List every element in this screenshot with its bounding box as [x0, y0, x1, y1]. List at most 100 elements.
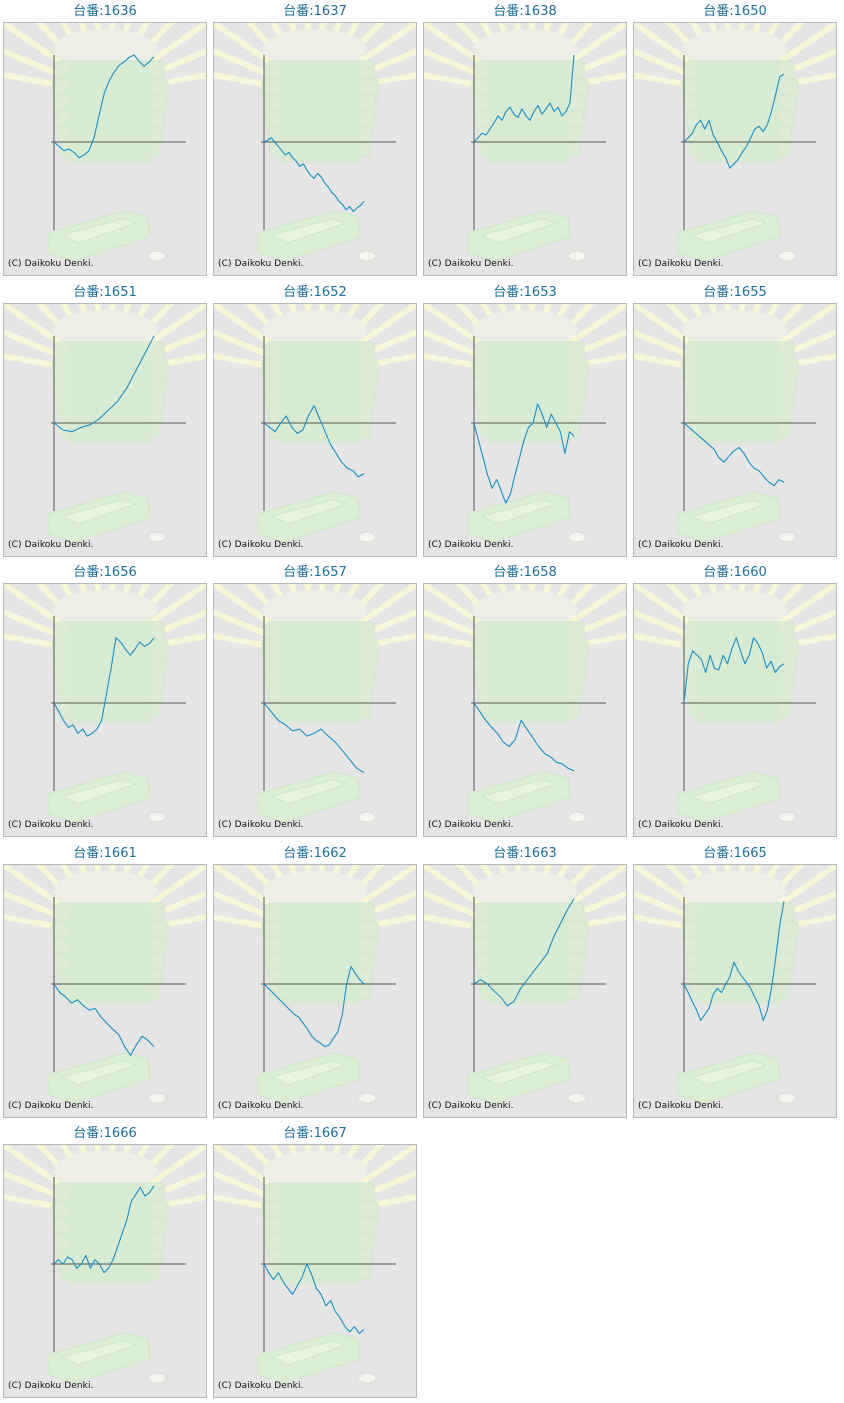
background-illustration: [634, 865, 836, 1104]
slump-line: [473, 54, 575, 143]
machine-number-label[interactable]: 台番:1655: [703, 285, 767, 300]
slump-line: [53, 54, 155, 159]
slump-line: [473, 702, 575, 772]
background-illustration: [634, 304, 836, 543]
background-illustration: [214, 584, 416, 823]
slump-graph[interactable]: (C) Daikoku Denki.: [423, 303, 627, 557]
slump-line: [473, 403, 575, 504]
machine-number-label[interactable]: 台番:1667: [283, 1126, 347, 1141]
background-illustration: [4, 584, 206, 823]
slump-graph[interactable]: (C) Daikoku Denki.: [633, 303, 837, 557]
machine-number-label[interactable]: 台番:1636: [73, 4, 137, 19]
machine-number-label[interactable]: 台番:1665: [703, 846, 767, 861]
background-illustration: [214, 865, 416, 1104]
machine-card: 台番:1637 (C) Daikoku Denki.: [210, 0, 420, 278]
background-illustration: [424, 23, 626, 262]
machine-card: 台番:1660 (C) Daikoku Denki.: [630, 561, 840, 839]
copyright-text: (C) Daikoku Denki.: [638, 1101, 724, 1111]
slump-graph[interactable]: (C) Daikoku Denki.: [213, 583, 417, 837]
slump-graph[interactable]: (C) Daikoku Denki.: [3, 1144, 207, 1398]
slump-line: [473, 898, 575, 1007]
copyright-text: (C) Daikoku Denki.: [218, 259, 304, 269]
machine-number-label[interactable]: 台番:1661: [73, 846, 137, 861]
slump-graph[interactable]: (C) Daikoku Denki.: [213, 864, 417, 1118]
copyright-text: (C) Daikoku Denki.: [8, 820, 94, 830]
machine-card: 台番:1638 (C) Daikoku Denki.: [420, 0, 630, 278]
machine-number-label[interactable]: 台番:1657: [283, 565, 347, 580]
copyright-text: (C) Daikoku Denki.: [428, 259, 514, 269]
machine-number-label[interactable]: 台番:1651: [73, 285, 137, 300]
slump-graph[interactable]: (C) Daikoku Denki.: [423, 864, 627, 1118]
machine-number-label[interactable]: 台番:1662: [283, 846, 347, 861]
copyright-text: (C) Daikoku Denki.: [428, 540, 514, 550]
machine-card: 台番:1651 (C) Daikoku Denki.: [0, 281, 210, 559]
copyright-text: (C) Daikoku Denki.: [218, 1381, 304, 1391]
machine-number-label[interactable]: 台番:1650: [703, 4, 767, 19]
slump-line: [263, 702, 365, 774]
slump-line: [263, 1263, 365, 1335]
copyright-text: (C) Daikoku Denki.: [218, 540, 304, 550]
machine-card: 台番:1657 (C) Daikoku Denki.: [210, 561, 420, 839]
machine-number-label[interactable]: 台番:1637: [283, 4, 347, 19]
machine-card: 台番:1652 (C) Daikoku Denki.: [210, 281, 420, 559]
slump-line: [683, 73, 785, 169]
slump-graph[interactable]: (C) Daikoku Denki.: [3, 583, 207, 837]
slump-line: [683, 637, 785, 704]
slump-line: [53, 637, 155, 737]
copyright-text: (C) Daikoku Denki.: [638, 259, 724, 269]
machine-card: 台番:1658 (C) Daikoku Denki.: [420, 561, 630, 839]
copyright-text: (C) Daikoku Denki.: [8, 1381, 94, 1391]
slump-graph[interactable]: (C) Daikoku Denki.: [423, 22, 627, 276]
background-illustration: [424, 584, 626, 823]
machine-card: 台番:1653 (C) Daikoku Denki.: [420, 281, 630, 559]
slump-line: [53, 335, 155, 433]
slump-line: [53, 1185, 155, 1274]
machine-card: 台番:1665 (C) Daikoku Denki.: [630, 842, 840, 1120]
copyright-text: (C) Daikoku Denki.: [8, 540, 94, 550]
slump-graph[interactable]: (C) Daikoku Denki.: [633, 22, 837, 276]
background-illustration: [634, 584, 836, 823]
slump-graph[interactable]: (C) Daikoku Denki.: [213, 1144, 417, 1398]
slump-graph[interactable]: (C) Daikoku Denki.: [633, 583, 837, 837]
slump-line: [53, 983, 155, 1056]
background-illustration: [214, 1145, 416, 1384]
machine-card: 台番:1636 (C) Daikoku Denki.: [0, 0, 210, 278]
background-illustration: [214, 23, 416, 262]
machine-number-label[interactable]: 台番:1652: [283, 285, 347, 300]
background-illustration: [214, 304, 416, 543]
slump-graph[interactable]: (C) Daikoku Denki.: [3, 864, 207, 1118]
copyright-text: (C) Daikoku Denki.: [218, 820, 304, 830]
slump-graph[interactable]: (C) Daikoku Denki.: [213, 22, 417, 276]
background-illustration: [634, 23, 836, 262]
slump-graph[interactable]: (C) Daikoku Denki.: [3, 22, 207, 276]
copyright-text: (C) Daikoku Denki.: [8, 1101, 94, 1111]
machine-card: 台番:1663 (C) Daikoku Denki.: [420, 842, 630, 1120]
machine-number-label[interactable]: 台番:1663: [493, 846, 557, 861]
machine-card: 台番:1661 (C) Daikoku Denki.: [0, 842, 210, 1120]
background-illustration: [4, 23, 206, 262]
slump-graph[interactable]: (C) Daikoku Denki.: [633, 864, 837, 1118]
machine-card: 台番:1666 (C) Daikoku Denki.: [0, 1122, 210, 1400]
background-illustration: [4, 865, 206, 1104]
machine-number-label[interactable]: 台番:1656: [73, 565, 137, 580]
copyright-text: (C) Daikoku Denki.: [218, 1101, 304, 1111]
machine-card: 台番:1667 (C) Daikoku Denki.: [210, 1122, 420, 1400]
slump-line: [263, 405, 365, 478]
slump-line: [683, 422, 785, 487]
slump-graph[interactable]: (C) Daikoku Denki.: [3, 303, 207, 557]
slump-line: [683, 901, 785, 1022]
background-illustration: [424, 304, 626, 543]
machine-card: 台番:1662 (C) Daikoku Denki.: [210, 842, 420, 1120]
machine-number-label[interactable]: 台番:1660: [703, 565, 767, 580]
slump-graph[interactable]: (C) Daikoku Denki.: [423, 583, 627, 837]
copyright-text: (C) Daikoku Denki.: [638, 540, 724, 550]
copyright-text: (C) Daikoku Denki.: [428, 1101, 514, 1111]
machine-number-label[interactable]: 台番:1653: [493, 285, 557, 300]
machine-card: 台番:1656 (C) Daikoku Denki.: [0, 561, 210, 839]
slump-line: [263, 966, 365, 1048]
machine-number-label[interactable]: 台番:1638: [493, 4, 557, 19]
machine-number-label[interactable]: 台番:1666: [73, 1126, 137, 1141]
machine-number-label[interactable]: 台番:1658: [493, 565, 557, 580]
slump-graph[interactable]: (C) Daikoku Denki.: [213, 303, 417, 557]
